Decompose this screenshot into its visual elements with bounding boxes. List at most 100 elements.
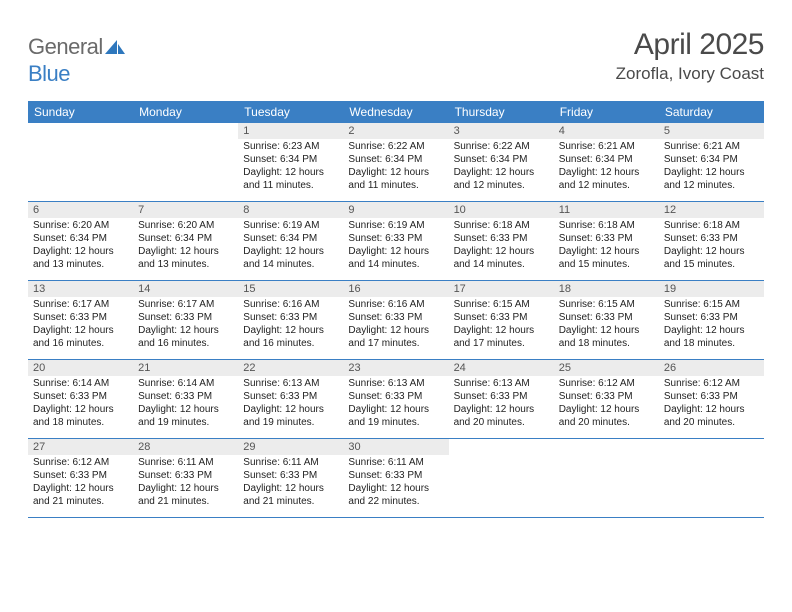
daylight-line-2: and 16 minutes. bbox=[33, 338, 128, 351]
calendar-row: 1Sunrise: 6:23 AMSunset: 6:34 PMDaylight… bbox=[28, 123, 764, 202]
sunrise-line: Sunrise: 6:23 AM bbox=[243, 141, 338, 154]
daylight-line-2: and 18 minutes. bbox=[33, 417, 128, 430]
day-number: 24 bbox=[449, 360, 554, 376]
daylight-line-2: and 21 minutes. bbox=[33, 496, 128, 509]
daylight-line-2: and 14 minutes. bbox=[243, 259, 338, 272]
sunrise-line: Sunrise: 6:16 AM bbox=[243, 299, 338, 312]
sunset-line: Sunset: 6:33 PM bbox=[454, 233, 549, 246]
daylight-line-2: and 12 minutes. bbox=[559, 180, 654, 193]
day-content: Sunrise: 6:21 AMSunset: 6:34 PMDaylight:… bbox=[554, 139, 659, 196]
daylight-line-2: and 19 minutes. bbox=[348, 417, 443, 430]
calendar-cell: 3Sunrise: 6:22 AMSunset: 6:34 PMDaylight… bbox=[449, 123, 554, 201]
sunrise-line: Sunrise: 6:20 AM bbox=[33, 220, 128, 233]
day-number: 10 bbox=[449, 202, 554, 218]
day-content: Sunrise: 6:12 AMSunset: 6:33 PMDaylight:… bbox=[554, 376, 659, 433]
day-content: Sunrise: 6:18 AMSunset: 6:33 PMDaylight:… bbox=[659, 218, 764, 275]
day-content: Sunrise: 6:22 AMSunset: 6:34 PMDaylight:… bbox=[449, 139, 554, 196]
day-content: Sunrise: 6:15 AMSunset: 6:33 PMDaylight:… bbox=[449, 297, 554, 354]
sunrise-line: Sunrise: 6:14 AM bbox=[138, 378, 233, 391]
daylight-line-2: and 22 minutes. bbox=[348, 496, 443, 509]
day-number: 13 bbox=[28, 281, 133, 297]
calendar-cell bbox=[28, 123, 133, 201]
brand-text: GeneralBlue bbox=[28, 34, 126, 87]
daylight-line-1: Daylight: 12 hours bbox=[138, 325, 233, 338]
day-content: Sunrise: 6:11 AMSunset: 6:33 PMDaylight:… bbox=[238, 455, 343, 512]
sunset-line: Sunset: 6:33 PM bbox=[33, 470, 128, 483]
day-content: Sunrise: 6:20 AMSunset: 6:34 PMDaylight:… bbox=[28, 218, 133, 275]
calendar-cell: 18Sunrise: 6:15 AMSunset: 6:33 PMDayligh… bbox=[554, 281, 659, 359]
daylight-line-1: Daylight: 12 hours bbox=[664, 167, 759, 180]
sunset-line: Sunset: 6:34 PM bbox=[348, 154, 443, 167]
sunset-line: Sunset: 6:34 PM bbox=[138, 233, 233, 246]
daylight-line-1: Daylight: 12 hours bbox=[559, 167, 654, 180]
daylight-line-1: Daylight: 12 hours bbox=[138, 483, 233, 496]
daylight-line-1: Daylight: 12 hours bbox=[348, 325, 443, 338]
sunset-line: Sunset: 6:33 PM bbox=[348, 470, 443, 483]
sunset-line: Sunset: 6:34 PM bbox=[664, 154, 759, 167]
sunrise-line: Sunrise: 6:18 AM bbox=[664, 220, 759, 233]
calendar-cell: 15Sunrise: 6:16 AMSunset: 6:33 PMDayligh… bbox=[238, 281, 343, 359]
sunrise-line: Sunrise: 6:21 AM bbox=[559, 141, 654, 154]
calendar-cell: 20Sunrise: 6:14 AMSunset: 6:33 PMDayligh… bbox=[28, 360, 133, 438]
sunrise-line: Sunrise: 6:22 AM bbox=[348, 141, 443, 154]
daylight-line-1: Daylight: 12 hours bbox=[348, 404, 443, 417]
daylight-line-2: and 15 minutes. bbox=[664, 259, 759, 272]
day-content: Sunrise: 6:20 AMSunset: 6:34 PMDaylight:… bbox=[133, 218, 238, 275]
calendar-cell: 25Sunrise: 6:12 AMSunset: 6:33 PMDayligh… bbox=[554, 360, 659, 438]
calendar-cell: 22Sunrise: 6:13 AMSunset: 6:33 PMDayligh… bbox=[238, 360, 343, 438]
daylight-line-1: Daylight: 12 hours bbox=[454, 246, 549, 259]
weekday-header: Tuesday bbox=[238, 101, 343, 123]
daylight-line-2: and 20 minutes. bbox=[664, 417, 759, 430]
day-content: Sunrise: 6:14 AMSunset: 6:33 PMDaylight:… bbox=[28, 376, 133, 433]
brand-logo: GeneralBlue bbox=[28, 28, 126, 87]
daylight-line-2: and 16 minutes. bbox=[138, 338, 233, 351]
daylight-line-2: and 18 minutes. bbox=[559, 338, 654, 351]
calendar-cell: 24Sunrise: 6:13 AMSunset: 6:33 PMDayligh… bbox=[449, 360, 554, 438]
day-number: 7 bbox=[133, 202, 238, 218]
daylight-line-1: Daylight: 12 hours bbox=[138, 404, 233, 417]
calendar-cell: 27Sunrise: 6:12 AMSunset: 6:33 PMDayligh… bbox=[28, 439, 133, 517]
day-number: 23 bbox=[343, 360, 448, 376]
sunset-line: Sunset: 6:33 PM bbox=[243, 312, 338, 325]
day-number: 8 bbox=[238, 202, 343, 218]
sunset-line: Sunset: 6:33 PM bbox=[559, 233, 654, 246]
sunrise-line: Sunrise: 6:22 AM bbox=[454, 141, 549, 154]
daylight-line-1: Daylight: 12 hours bbox=[454, 404, 549, 417]
daylight-line-2: and 13 minutes. bbox=[33, 259, 128, 272]
day-content: Sunrise: 6:12 AMSunset: 6:33 PMDaylight:… bbox=[28, 455, 133, 512]
day-content: Sunrise: 6:18 AMSunset: 6:33 PMDaylight:… bbox=[554, 218, 659, 275]
sunrise-line: Sunrise: 6:12 AM bbox=[664, 378, 759, 391]
day-content: Sunrise: 6:13 AMSunset: 6:33 PMDaylight:… bbox=[449, 376, 554, 433]
daylight-line-1: Daylight: 12 hours bbox=[33, 404, 128, 417]
title-block: April 2025 Zorofla, Ivory Coast bbox=[616, 28, 764, 84]
sunrise-line: Sunrise: 6:15 AM bbox=[664, 299, 759, 312]
daylight-line-2: and 14 minutes. bbox=[454, 259, 549, 272]
calendar-cell: 16Sunrise: 6:16 AMSunset: 6:33 PMDayligh… bbox=[343, 281, 448, 359]
sunrise-line: Sunrise: 6:19 AM bbox=[243, 220, 338, 233]
location-subtitle: Zorofla, Ivory Coast bbox=[616, 64, 764, 84]
day-number: 19 bbox=[659, 281, 764, 297]
calendar-row: 6Sunrise: 6:20 AMSunset: 6:34 PMDaylight… bbox=[28, 202, 764, 281]
daylight-line-1: Daylight: 12 hours bbox=[664, 404, 759, 417]
daylight-line-1: Daylight: 12 hours bbox=[664, 246, 759, 259]
calendar-cell bbox=[554, 439, 659, 517]
day-number: 9 bbox=[343, 202, 448, 218]
day-number: 20 bbox=[28, 360, 133, 376]
day-content: Sunrise: 6:15 AMSunset: 6:33 PMDaylight:… bbox=[554, 297, 659, 354]
calendar-row: 20Sunrise: 6:14 AMSunset: 6:33 PMDayligh… bbox=[28, 360, 764, 439]
weekday-header: Saturday bbox=[659, 101, 764, 123]
sunset-line: Sunset: 6:33 PM bbox=[664, 233, 759, 246]
daylight-line-1: Daylight: 12 hours bbox=[138, 246, 233, 259]
calendar-cell: 5Sunrise: 6:21 AMSunset: 6:34 PMDaylight… bbox=[659, 123, 764, 201]
calendar-cell bbox=[449, 439, 554, 517]
brand-sail-icon bbox=[104, 35, 126, 61]
calendar-cell: 9Sunrise: 6:19 AMSunset: 6:33 PMDaylight… bbox=[343, 202, 448, 280]
calendar-body: 1Sunrise: 6:23 AMSunset: 6:34 PMDaylight… bbox=[28, 123, 764, 518]
sunrise-line: Sunrise: 6:13 AM bbox=[348, 378, 443, 391]
page-header: GeneralBlue April 2025 Zorofla, Ivory Co… bbox=[28, 28, 764, 87]
daylight-line-2: and 15 minutes. bbox=[559, 259, 654, 272]
day-content: Sunrise: 6:15 AMSunset: 6:33 PMDaylight:… bbox=[659, 297, 764, 354]
daylight-line-1: Daylight: 12 hours bbox=[559, 246, 654, 259]
daylight-line-2: and 18 minutes. bbox=[664, 338, 759, 351]
day-content: Sunrise: 6:12 AMSunset: 6:33 PMDaylight:… bbox=[659, 376, 764, 433]
